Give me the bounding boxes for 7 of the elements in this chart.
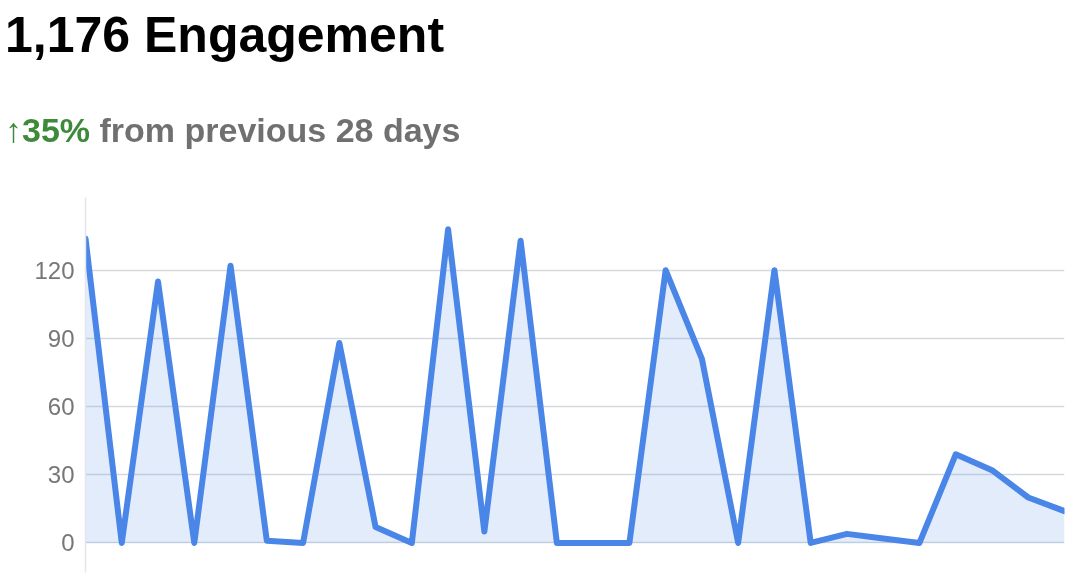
chart-title: 1,176 Engagement xyxy=(5,6,445,65)
y-tick-label: 90 xyxy=(47,324,75,352)
y-tick-label: 0 xyxy=(61,529,75,557)
y-tick-label: 30 xyxy=(47,461,75,489)
y-tick-label: 60 xyxy=(47,393,75,421)
chart-subtitle: ↑35% from previous 28 days xyxy=(5,110,461,151)
y-tick-label: 120 xyxy=(34,256,75,284)
